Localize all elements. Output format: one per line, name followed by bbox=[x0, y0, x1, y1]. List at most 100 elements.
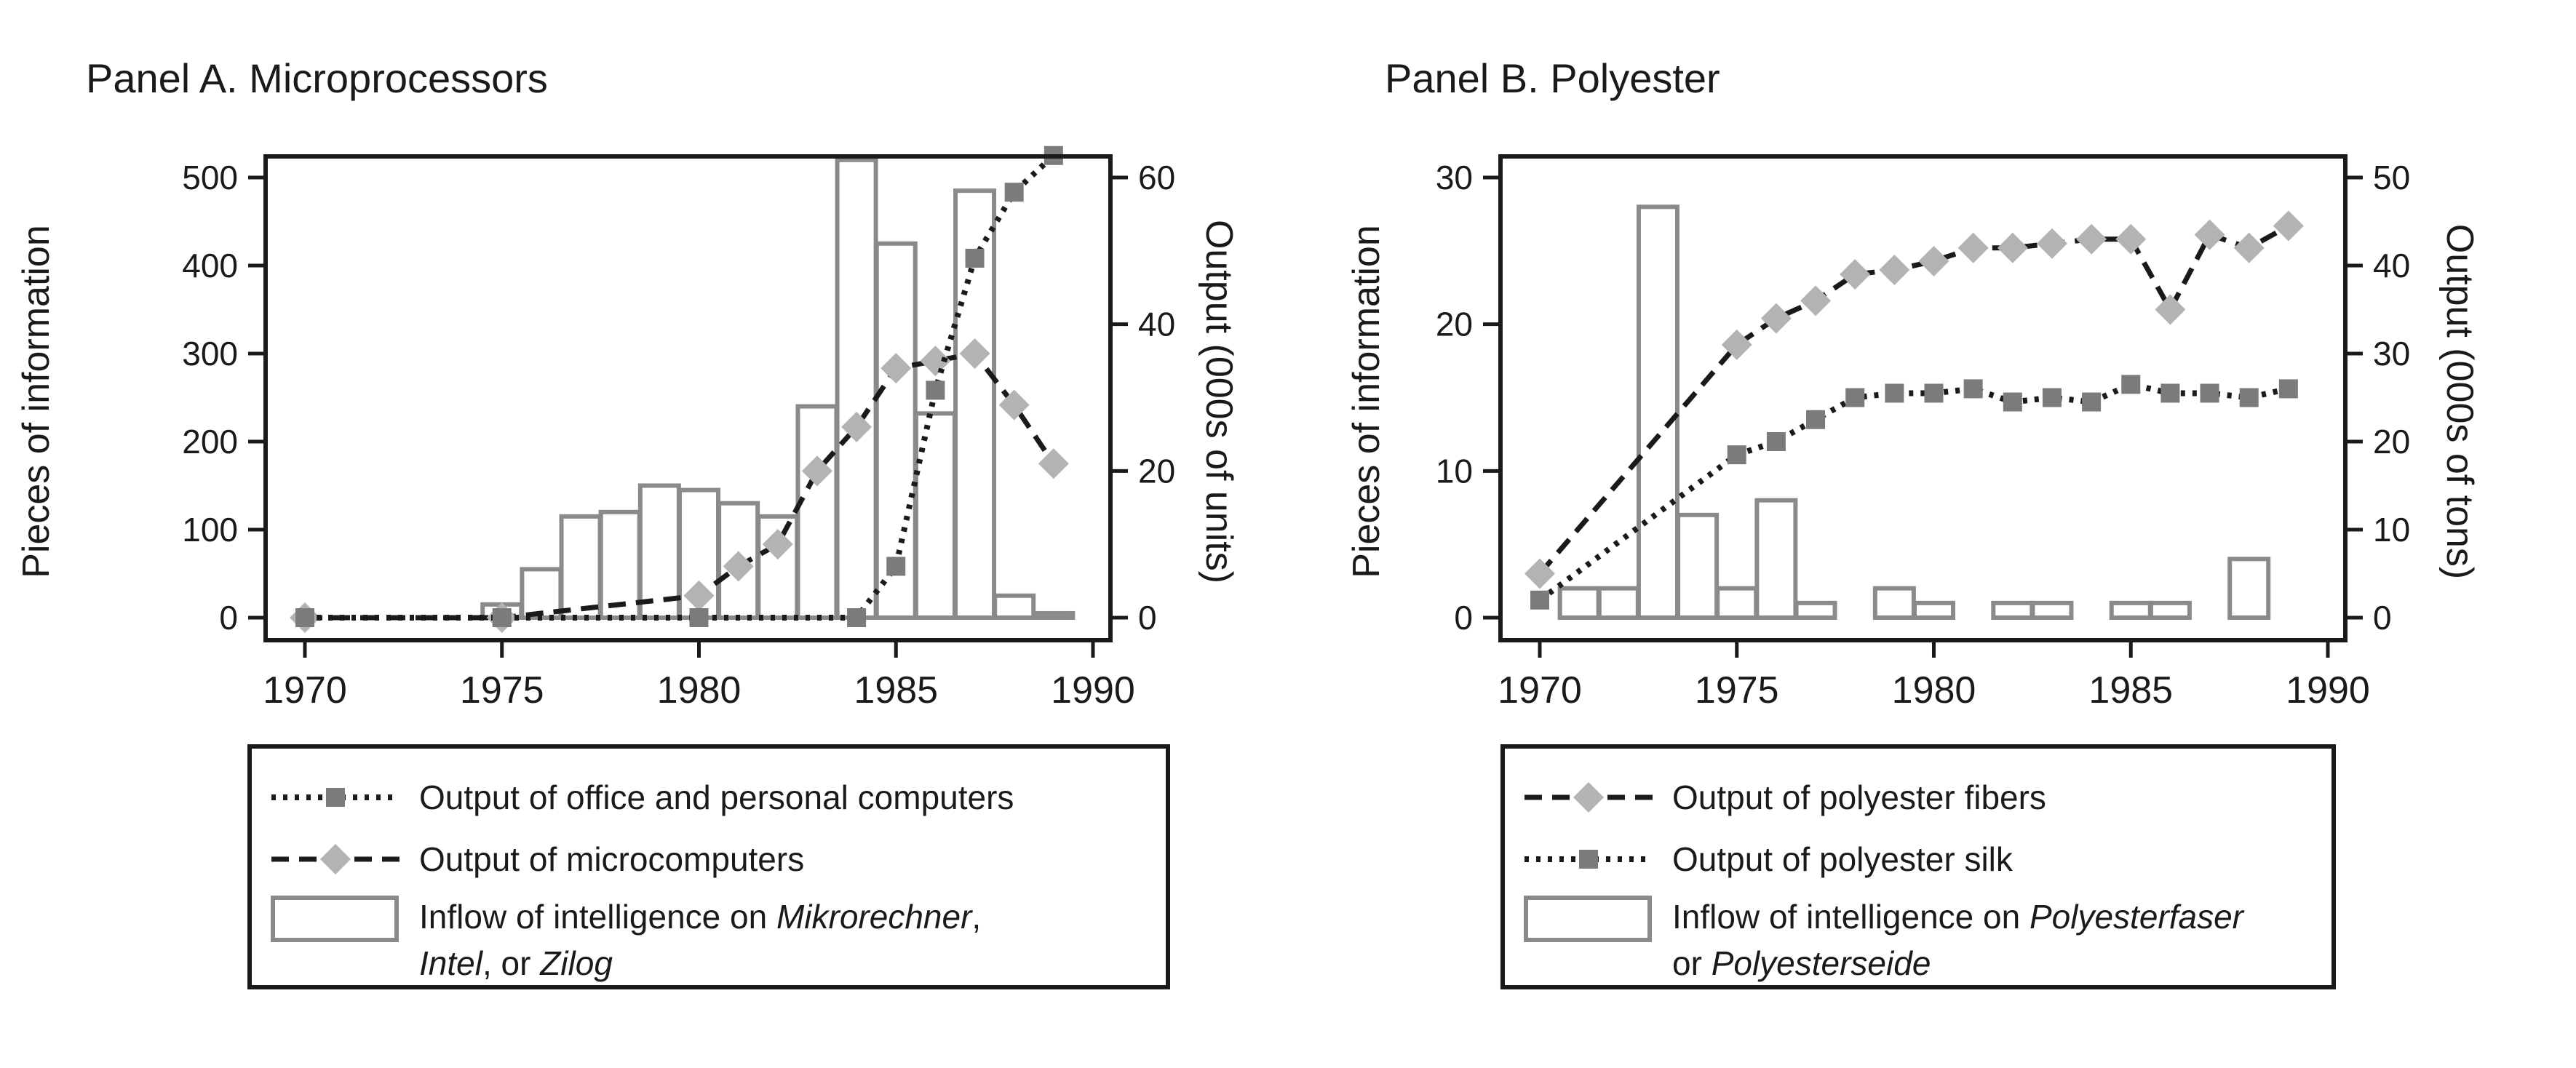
diamond-marker bbox=[959, 338, 990, 369]
x-tick-label: 1985 bbox=[2088, 669, 2173, 712]
square-marker bbox=[1806, 410, 1826, 429]
panel-b-plot: 0 10 20 30 0 10 20 30 40 50 1970 1975 1980 1985 1990 bbox=[1436, 154, 2410, 712]
inflow-bar bbox=[637, 483, 681, 620]
square-marker bbox=[1727, 445, 1746, 465]
diamond-marker bbox=[1800, 285, 1832, 316]
diamond-marker bbox=[2194, 219, 2225, 250]
x-tick-label: 1975 bbox=[460, 669, 544, 712]
y-tick-label-right: 20 bbox=[1138, 452, 1175, 490]
y-tick-label-left: 400 bbox=[182, 247, 238, 284]
diamond-marker bbox=[841, 411, 872, 442]
square-marker bbox=[492, 608, 512, 627]
inflow-bar bbox=[1872, 586, 1916, 621]
inflow-bar bbox=[1754, 498, 1798, 621]
y-tick-label-left: 0 bbox=[219, 599, 238, 637]
legend-a-dotted-square-sample bbox=[271, 788, 399, 807]
y-tick-label-left: 100 bbox=[182, 511, 238, 549]
legend-a-dashed-diamond-sample bbox=[271, 844, 399, 874]
x-tick-label: 1985 bbox=[854, 669, 938, 712]
inflow-bar bbox=[559, 514, 603, 620]
square-marker bbox=[326, 788, 345, 807]
square-marker bbox=[1845, 388, 1865, 407]
y-tick-label-right: 20 bbox=[2373, 423, 2410, 461]
inflow-bar bbox=[1032, 610, 1076, 621]
inflow-bar bbox=[2030, 600, 2074, 620]
legend-bar-swatch-rect bbox=[271, 896, 399, 942]
panel-b-right-axis-title: Output (000s of tons) bbox=[2438, 223, 2481, 580]
y-tick-label-left: 500 bbox=[182, 159, 238, 196]
legend-b-item-inflow-label-line2: or Polyesterseide bbox=[1672, 944, 1931, 982]
series-line-dashed bbox=[1538, 223, 2290, 575]
square-marker bbox=[2003, 392, 2022, 412]
square-marker bbox=[1530, 590, 1549, 610]
panel-b-legend: Output of polyester fibers Output of pol… bbox=[1500, 744, 2336, 989]
inflow-bar bbox=[2109, 600, 2152, 620]
panel-a-title: Panel A. Microprocessors bbox=[86, 55, 548, 101]
y-tick-label-right: 0 bbox=[1138, 599, 1157, 637]
legend-b-item-silk-label: Output of polyester silk bbox=[1672, 840, 2013, 878]
x-tick-label: 1970 bbox=[263, 669, 347, 712]
diamond-marker bbox=[2036, 228, 2067, 259]
panel-a-left-axis-title: Pieces of information bbox=[15, 225, 57, 578]
inflow-bar bbox=[1597, 586, 1640, 621]
inflow-bar bbox=[953, 188, 997, 620]
diamond-marker bbox=[723, 551, 754, 582]
diamond-marker bbox=[1918, 245, 1949, 276]
panel-a-plot: 0 100 200 300 400 500 0 20 40 60 1970 1975 1980 1985 1… bbox=[182, 146, 1175, 712]
diamond-marker bbox=[920, 346, 951, 377]
legend-a-item-inflow-label-line1: Inflow of intelligence on Mikrorechner, bbox=[419, 898, 982, 936]
square-marker bbox=[886, 557, 906, 576]
diamond-marker bbox=[801, 455, 832, 487]
legend-b-dashed-diamond-sample bbox=[1524, 782, 1653, 813]
square-marker bbox=[926, 380, 945, 400]
diamond-marker bbox=[1760, 303, 1792, 334]
y-tick-label-right: 30 bbox=[2373, 335, 2410, 372]
square-marker bbox=[965, 248, 985, 268]
square-marker bbox=[2278, 379, 2298, 399]
y-tick-label-left: 30 bbox=[1436, 159, 1473, 196]
y-tick-label-left: 200 bbox=[182, 423, 238, 461]
x-tick-label: 1990 bbox=[1051, 669, 1135, 712]
square-marker bbox=[2160, 383, 2180, 403]
inflow-bar bbox=[2148, 600, 2192, 620]
x-tick-label: 1975 bbox=[1695, 669, 1779, 712]
diamond-marker bbox=[320, 844, 351, 874]
legend-bar-swatch-rect bbox=[1524, 896, 1652, 942]
inflow-bar bbox=[1794, 600, 1837, 620]
diamond-marker bbox=[1524, 558, 1555, 589]
diamond-marker bbox=[998, 389, 1030, 421]
legend-a-item-micro-label: Output of microcomputers bbox=[419, 840, 805, 878]
square-marker bbox=[689, 608, 709, 627]
x-tick-label: 1990 bbox=[2286, 669, 2370, 712]
diamond-marker bbox=[1997, 232, 2028, 263]
square-marker bbox=[1004, 183, 1024, 202]
series-line-dashed bbox=[305, 351, 1056, 621]
y-tick-label-left: 0 bbox=[1454, 599, 1473, 637]
inflow-bar bbox=[1557, 586, 1601, 621]
y-tick-label-right: 40 bbox=[2373, 247, 2410, 284]
plot-frame bbox=[263, 154, 1113, 642]
plot-frame bbox=[1498, 154, 2348, 642]
diamond-marker bbox=[2233, 232, 2265, 263]
y-tick-label-right: 40 bbox=[1138, 306, 1175, 343]
legend-b-item-inflow-label-line1: Inflow of intelligence on Polyesterfaser bbox=[1672, 898, 2243, 936]
diamond-marker bbox=[880, 353, 912, 384]
diamond-marker bbox=[2076, 223, 2107, 255]
panel-b-title: Panel B. Polyester bbox=[1385, 55, 1720, 101]
diamond-marker bbox=[1957, 232, 1989, 263]
square-marker bbox=[1579, 850, 1598, 869]
x-tick-label: 1980 bbox=[1892, 669, 1976, 712]
square-marker bbox=[1924, 383, 1944, 403]
series-line-dotted bbox=[1538, 381, 2289, 603]
y-tick-label-left: 20 bbox=[1436, 306, 1473, 343]
inflow-bar bbox=[795, 404, 839, 620]
panel-a-legend: Output of office and personal computers … bbox=[247, 744, 1170, 989]
square-marker bbox=[2121, 375, 2141, 394]
y-tick-label-right: 0 bbox=[2373, 599, 2392, 637]
x-tick-label: 1980 bbox=[657, 669, 742, 712]
diamond-marker bbox=[2273, 210, 2304, 242]
square-marker bbox=[847, 608, 867, 627]
x-tick-label: 1970 bbox=[1498, 669, 1582, 712]
